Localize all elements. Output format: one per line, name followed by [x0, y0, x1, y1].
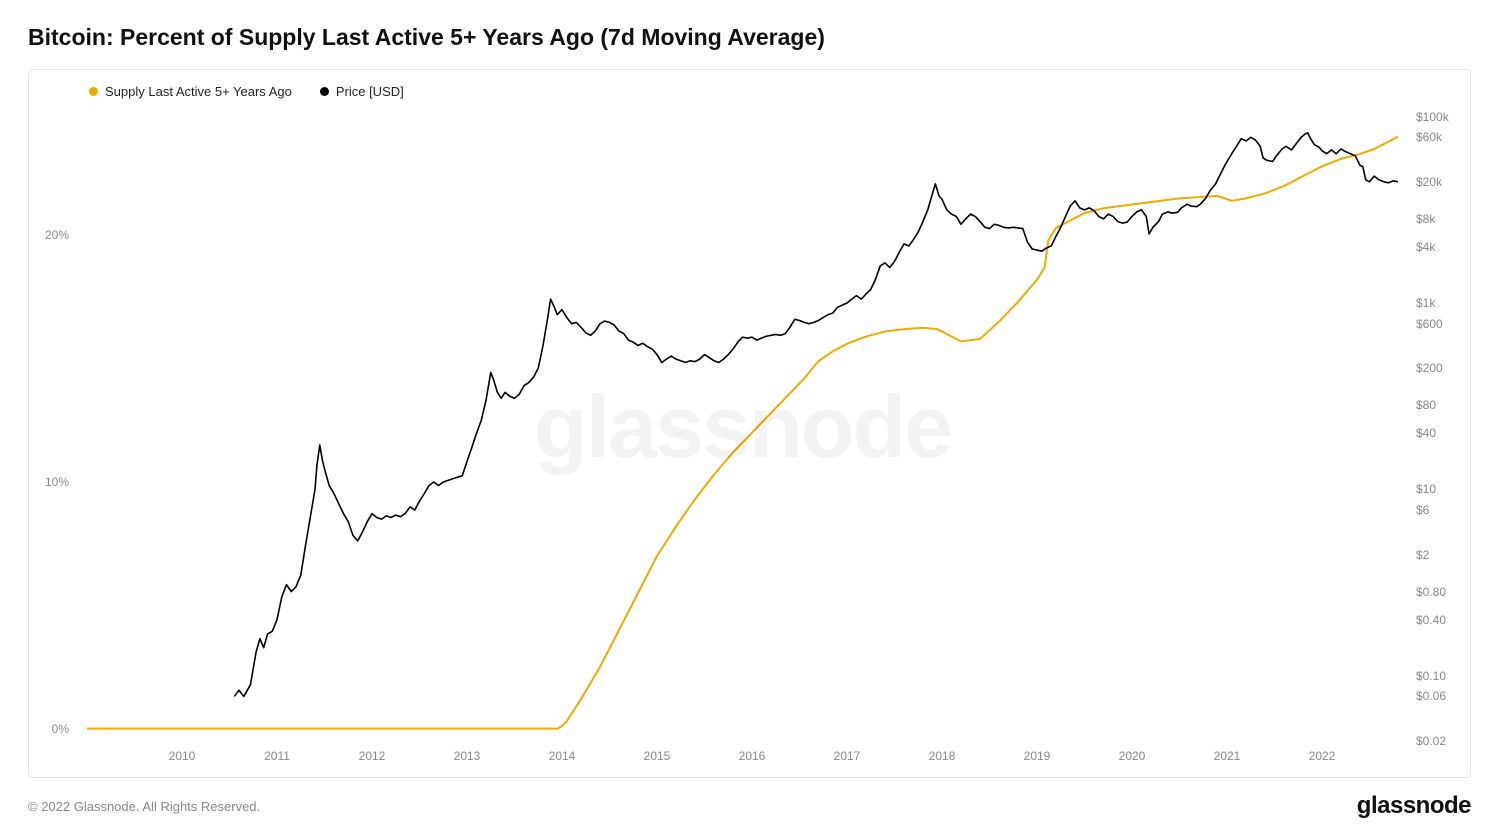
- x-tick: 2010: [169, 749, 196, 763]
- y-right-tick: $60k: [1416, 130, 1442, 144]
- chart-title: Bitcoin: Percent of Supply Last Active 5…: [28, 24, 1471, 51]
- y-right-tick: $200: [1416, 361, 1443, 375]
- price-line: [234, 133, 1398, 697]
- legend-dot-price: [320, 87, 329, 96]
- y-right-tick: $80: [1416, 398, 1436, 412]
- chart-box: Supply Last Active 5+ Years Ago Price [U…: [28, 69, 1471, 778]
- legend-item-supply: Supply Last Active 5+ Years Ago: [89, 84, 292, 99]
- chart-container: Bitcoin: Percent of Supply Last Active 5…: [0, 0, 1499, 840]
- x-tick: 2012: [359, 749, 386, 763]
- y-right-tick: $2: [1416, 548, 1429, 562]
- x-tick: 2017: [834, 749, 861, 763]
- y-right-tick: $40: [1416, 426, 1436, 440]
- footer: © 2022 Glassnode. All Rights Reserved. g…: [28, 778, 1471, 820]
- brand-logo: glassnode: [1357, 792, 1471, 820]
- legend-dot-supply: [89, 87, 98, 96]
- legend: Supply Last Active 5+ Years Ago Price [U…: [89, 84, 404, 99]
- x-tick: 2016: [739, 749, 766, 763]
- y-left-tick: 20%: [45, 228, 69, 242]
- y-right-tick: $600: [1416, 317, 1443, 331]
- plot-area: glassnode: [87, 112, 1398, 741]
- x-tick: 2013: [454, 749, 481, 763]
- legend-item-price: Price [USD]: [320, 84, 404, 99]
- y-right-tick: $10: [1416, 482, 1436, 496]
- y-right-axis: $0.02$0.06$0.10$0.40$0.80$2$6$10$40$80$2…: [1406, 112, 1470, 741]
- supply-line: [87, 137, 1398, 729]
- y-right-tick: $0.06: [1416, 689, 1446, 703]
- y-left-tick: 0%: [52, 722, 69, 736]
- y-right-tick: $8k: [1416, 212, 1435, 226]
- legend-label-price: Price [USD]: [336, 84, 404, 99]
- y-right-tick: $0.40: [1416, 613, 1446, 627]
- x-tick: 2022: [1309, 749, 1336, 763]
- x-tick: 2015: [644, 749, 671, 763]
- x-tick: 2021: [1214, 749, 1241, 763]
- x-tick: 2011: [264, 749, 290, 763]
- x-axis: 2010 2011 2012 2013 2014 2015 2016 2017 2018 2019…: [87, 749, 1398, 769]
- x-tick: 2019: [1024, 749, 1051, 763]
- y-left-tick: 10%: [45, 475, 69, 489]
- y-right-tick: $0.80: [1416, 585, 1446, 599]
- y-right-tick: $4k: [1416, 240, 1435, 254]
- y-right-tick: $0.10: [1416, 669, 1446, 683]
- y-right-tick: $6: [1416, 503, 1429, 517]
- chart-svg: [87, 112, 1398, 741]
- y-right-tick: $0.02: [1416, 734, 1446, 748]
- y-right-tick: $20k: [1416, 175, 1442, 189]
- legend-label-supply: Supply Last Active 5+ Years Ago: [105, 84, 292, 99]
- y-right-tick: $1k: [1416, 296, 1435, 310]
- y-left-axis: 0% 10% 20%: [29, 112, 79, 741]
- x-tick: 2020: [1119, 749, 1146, 763]
- x-tick: 2014: [549, 749, 576, 763]
- copyright-text: © 2022 Glassnode. All Rights Reserved.: [28, 799, 260, 814]
- y-right-tick: $100k: [1416, 110, 1449, 124]
- x-tick: 2018: [929, 749, 956, 763]
